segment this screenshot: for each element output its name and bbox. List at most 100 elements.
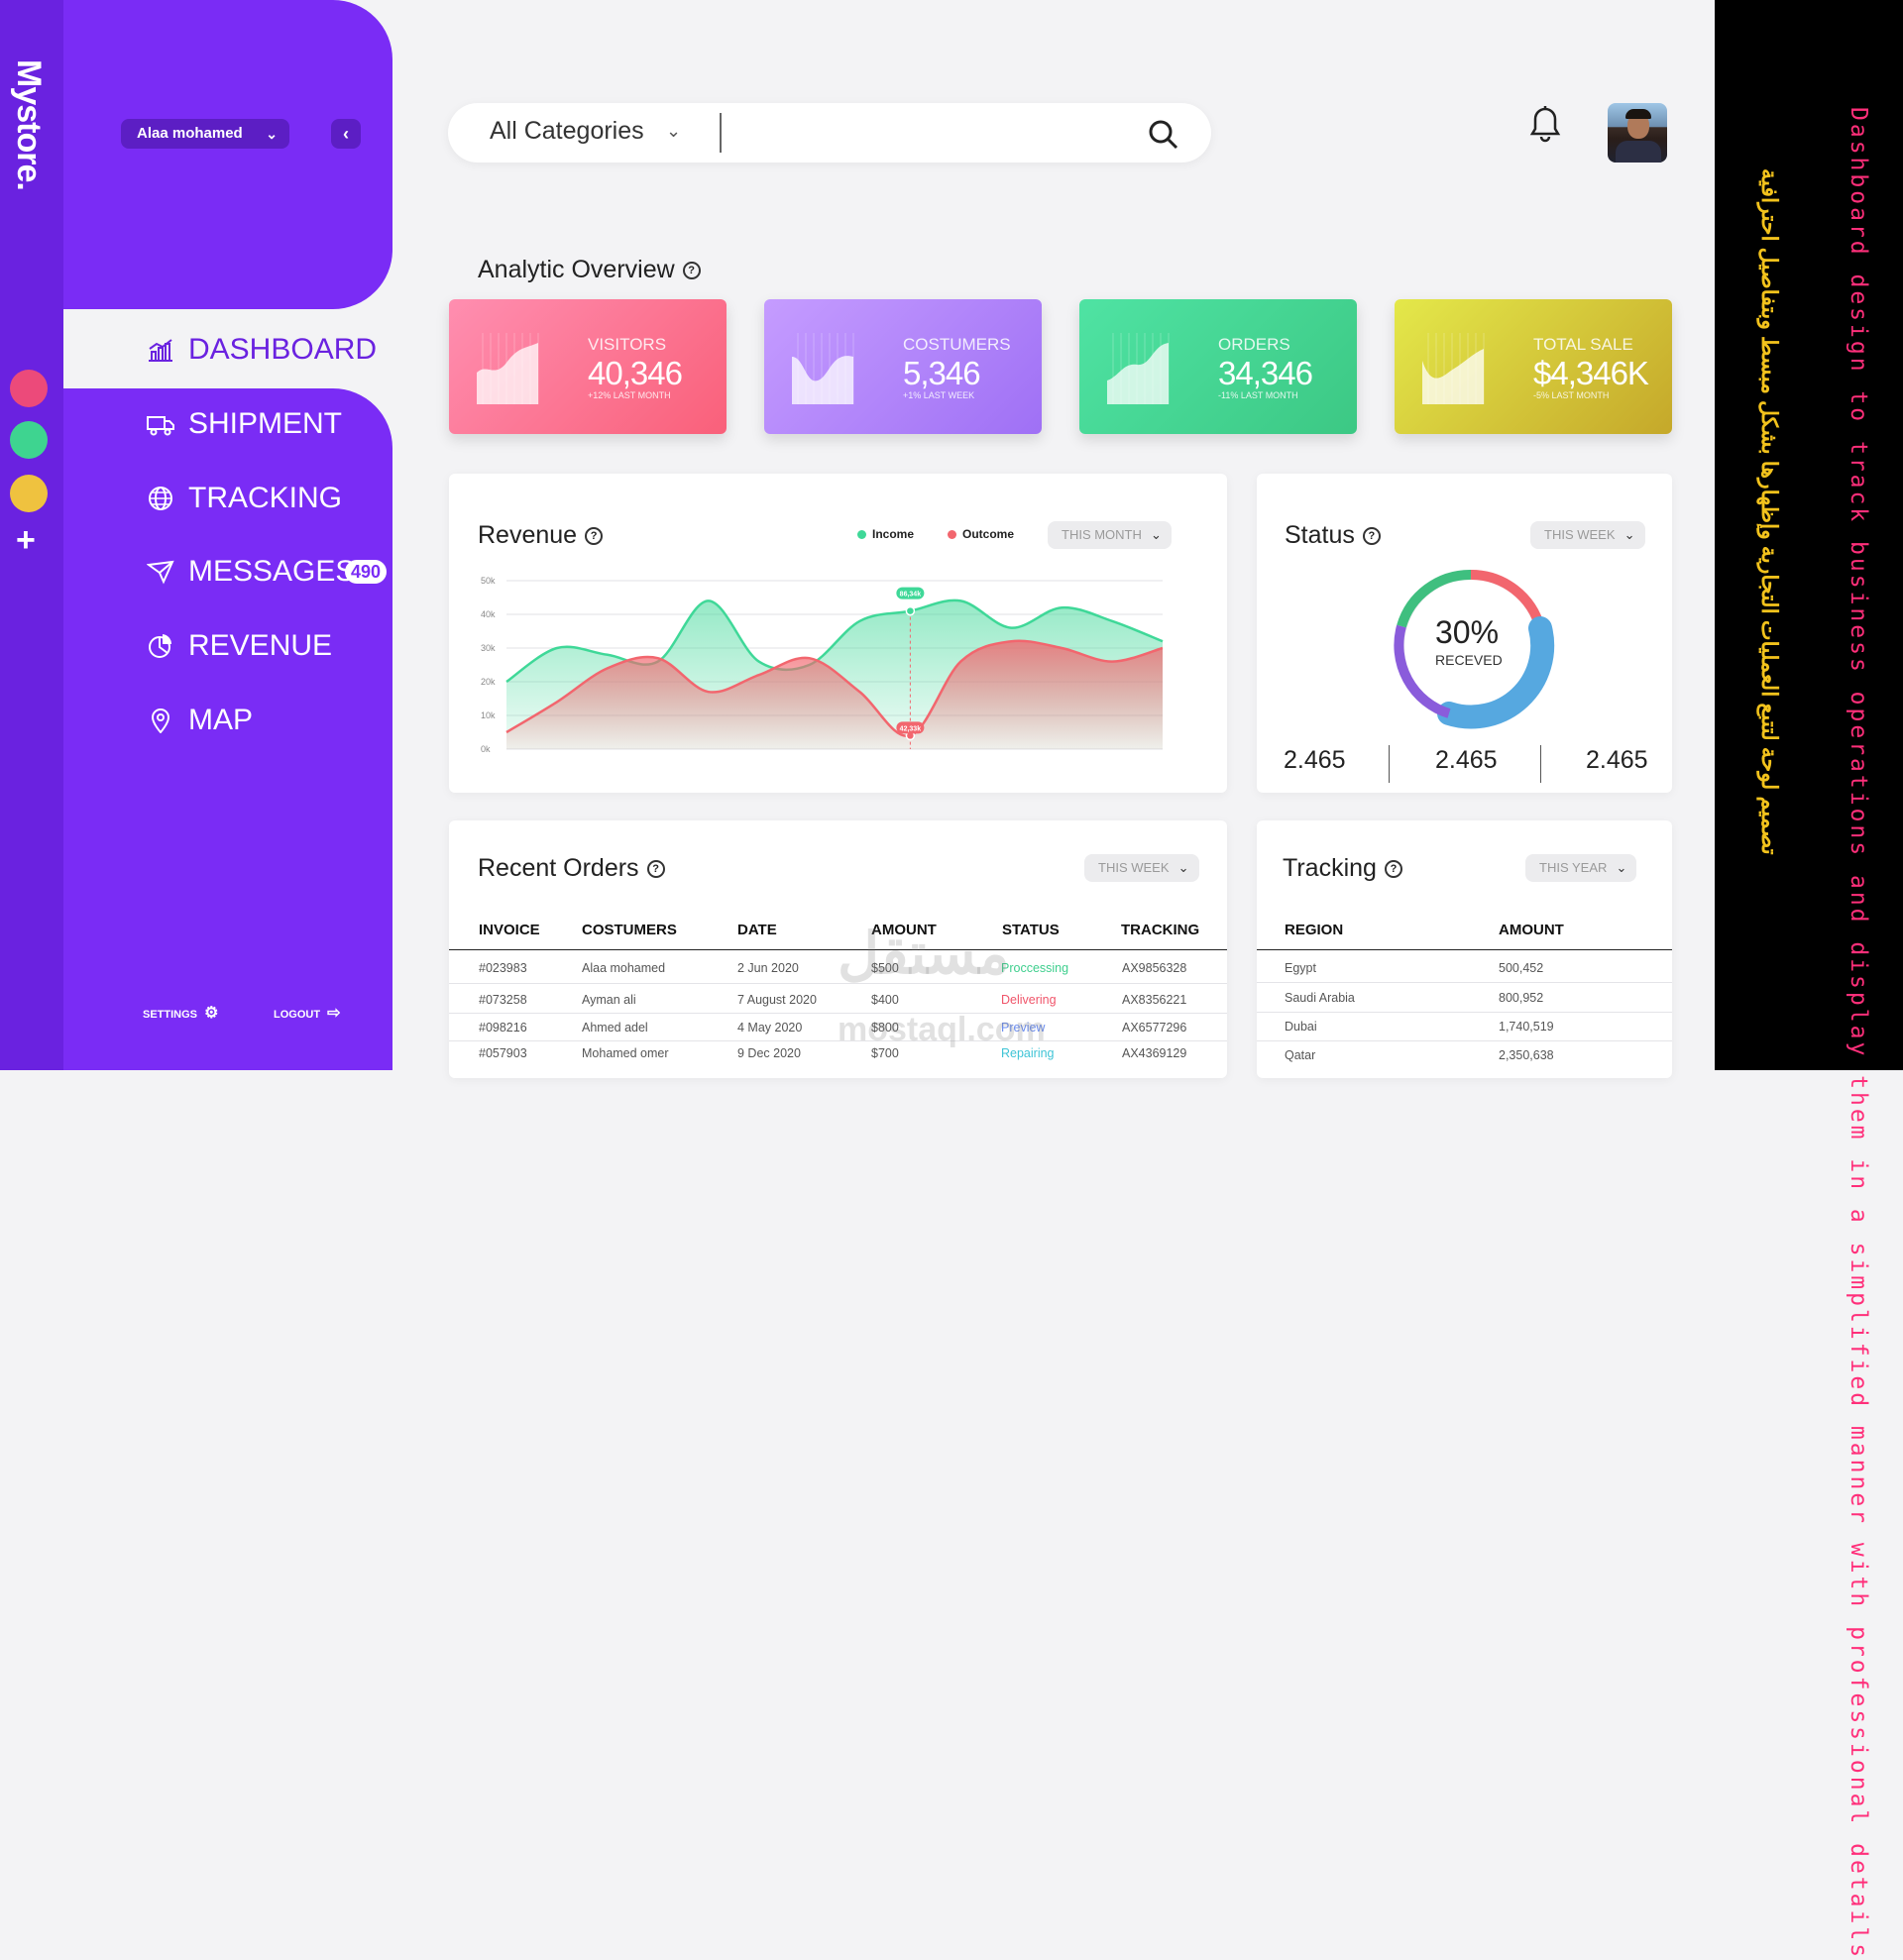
- theme-yellow-swatch[interactable]: [10, 475, 48, 512]
- table-row[interactable]: Qatar 2,350,638: [1257, 1046, 1672, 1070]
- sidebar-item-map[interactable]: MAP: [147, 696, 404, 745]
- settings-link[interactable]: SETTINGS ⚙: [143, 1003, 218, 1023]
- sidebar-item-tracking[interactable]: TRACKING: [147, 474, 404, 523]
- table-row[interactable]: #073258 Ayman ali 7 August 2020 $400 Del…: [449, 991, 1227, 1017]
- table-row[interactable]: #098216 Ahmed adel 4 May 2020 $800 Previ…: [449, 1019, 1227, 1044]
- help-icon[interactable]: ?: [1384, 860, 1402, 879]
- revenue-chart: 0k 10k 20k 30k 40k 50k 86,34k 42,33k: [481, 576, 1164, 754]
- logout-label: LOGOUT: [274, 1009, 321, 1021]
- stat-label: COSTUMERS: [903, 335, 1011, 354]
- tracking-label: Tracking: [1283, 854, 1377, 882]
- mini-area-chart-icon: [1422, 333, 1485, 404]
- cell-amount: 800,952: [1499, 991, 1544, 1005]
- row-divider: [1257, 982, 1672, 983]
- status-title: Status?: [1285, 521, 1381, 550]
- cell-status: Proccessing: [1001, 961, 1069, 975]
- sidebar-item-revenue[interactable]: REVENUE: [147, 621, 404, 671]
- revenue-card: Revenue? Income Outcome THIS MONTH ⌄ 0k 10…: [449, 474, 1227, 793]
- chevron-down-icon: ⌄: [266, 126, 278, 142]
- table-row[interactable]: #023983 Alaa mohamed 2 Jun 2020 $500 Pro…: [449, 959, 1227, 985]
- period-label: THIS WEEK: [1098, 860, 1170, 875]
- stat-label: VISITORS: [588, 335, 667, 354]
- avatar[interactable]: [1608, 103, 1667, 163]
- search-input[interactable]: [720, 113, 722, 153]
- column-header[interactable]: AMOUNT: [871, 922, 937, 938]
- table-row[interactable]: Dubai 1,740,519: [1257, 1018, 1672, 1041]
- bell-icon[interactable]: [1529, 105, 1561, 143]
- analytic-overview-label: Analytic Overview: [478, 256, 675, 283]
- help-icon[interactable]: ?: [646, 860, 665, 879]
- column-header[interactable]: COSTUMERS: [582, 922, 677, 938]
- revenue-title: Revenue?: [478, 521, 604, 550]
- cell-date: 4 May 2020: [737, 1021, 803, 1034]
- brand-logo: Mystore.: [10, 59, 48, 190]
- cell-amount: 1,740,519: [1499, 1020, 1554, 1034]
- add-theme-icon[interactable]: +: [16, 521, 36, 559]
- orders-period-dropdown[interactable]: THIS WEEK ⌄: [1084, 854, 1199, 882]
- cell-date: 2 Jun 2020: [737, 961, 799, 975]
- table-row[interactable]: Saudi Arabia 800,952: [1257, 989, 1672, 1013]
- legend-dot: [948, 530, 956, 540]
- y-tick-label: 30k: [481, 643, 496, 653]
- tracking-period-dropdown[interactable]: THIS YEAR ⌄: [1525, 854, 1637, 882]
- sidebar-item-shipment[interactable]: SHIPMENT: [147, 399, 404, 449]
- row-divider: [1257, 1012, 1672, 1013]
- column-header[interactable]: AMOUNT: [1499, 922, 1564, 938]
- caption-panel: [1715, 0, 1903, 1070]
- stat-card-total-sale[interactable]: TOTAL SALE $4,346K -5% LAST MONTH: [1395, 299, 1672, 434]
- column-header[interactable]: TRACKING: [1121, 922, 1200, 938]
- sidebar-item-dashboard[interactable]: DASHBOARD: [147, 325, 404, 375]
- cell-tracking: AX9856328: [1122, 961, 1187, 975]
- divider: [1540, 745, 1541, 783]
- status-donut: [1394, 569, 1555, 729]
- column-header[interactable]: INVOICE: [479, 922, 540, 938]
- stat-label: ORDERS: [1218, 335, 1290, 354]
- cell-status: Repairing: [1001, 1046, 1055, 1060]
- user-menu[interactable]: Alaa mohamed ⌄: [121, 119, 289, 149]
- column-header[interactable]: DATE: [737, 922, 777, 938]
- cell-region: Qatar: [1285, 1048, 1316, 1062]
- legend-dot: [857, 530, 866, 540]
- stat-value: 34,346: [1218, 355, 1313, 391]
- cell-status: Delivering: [1001, 993, 1057, 1007]
- stat-value: $4,346K: [1533, 355, 1649, 391]
- cell-invoice: #098216: [479, 1021, 527, 1034]
- stat-card-orders[interactable]: ORDERS 34,346 -11% LAST MONTH: [1079, 299, 1357, 434]
- logout-link[interactable]: LOGOUT ⇨: [274, 1003, 341, 1023]
- chevron-down-icon[interactable]: ⌄: [666, 121, 682, 141]
- column-header[interactable]: STATUS: [1002, 922, 1060, 938]
- revenue-period-dropdown[interactable]: THIS MONTH ⌄: [1048, 521, 1172, 549]
- cell-tracking: AX4369129: [1122, 1046, 1187, 1060]
- stat-card-visitors[interactable]: VISITORS 40,346 +12% LAST MONTH: [449, 299, 727, 434]
- help-icon[interactable]: ?: [1362, 527, 1381, 546]
- cell-region: Dubai: [1285, 1020, 1317, 1034]
- table-row[interactable]: Egypt 500,452: [1257, 959, 1672, 983]
- status-value: 2.465: [1586, 746, 1648, 774]
- stat-label: TOTAL SALE: [1533, 335, 1633, 354]
- theme-pink-swatch[interactable]: [10, 370, 48, 407]
- category-select[interactable]: All Categories: [490, 117, 644, 145]
- chevron-down-icon: ⌄: [1177, 860, 1189, 875]
- table-row[interactable]: #057903 Mohamed omer 9 Dec 2020 $700 Rep…: [449, 1046, 1227, 1070]
- search-icon[interactable]: [1148, 119, 1179, 151]
- analytic-overview-title: Analytic Overview?: [478, 256, 701, 284]
- data-point-income[interactable]: [905, 605, 916, 616]
- help-icon[interactable]: ?: [682, 262, 701, 280]
- stat-value: 5,346: [903, 355, 981, 391]
- recent-orders-title: Recent Orders?: [478, 854, 665, 883]
- logout-icon: ⇨: [327, 1005, 341, 1022]
- help-icon[interactable]: ?: [585, 527, 604, 546]
- stat-card-customers[interactable]: COSTUMERS 5,346 +1% LAST WEEK: [764, 299, 1042, 434]
- status-period-dropdown[interactable]: THIS WEEK ⌄: [1530, 521, 1645, 549]
- collapse-sidebar-button[interactable]: ‹: [331, 119, 361, 149]
- cell-customer: Ayman ali: [582, 993, 636, 1007]
- theme-green-swatch[interactable]: [10, 421, 48, 459]
- status-value: 2.465: [1435, 746, 1498, 774]
- sidebar-item-messages[interactable]: MESSAGES 490: [147, 547, 404, 597]
- y-tick-label: 20k: [481, 677, 496, 687]
- column-header[interactable]: REGION: [1285, 922, 1344, 938]
- callout-label: 86,34k: [900, 592, 922, 599]
- status-label: Status: [1285, 521, 1355, 549]
- stat-change: -5% LAST MONTH: [1533, 390, 1610, 400]
- series-line-outcome: [505, 639, 1164, 737]
